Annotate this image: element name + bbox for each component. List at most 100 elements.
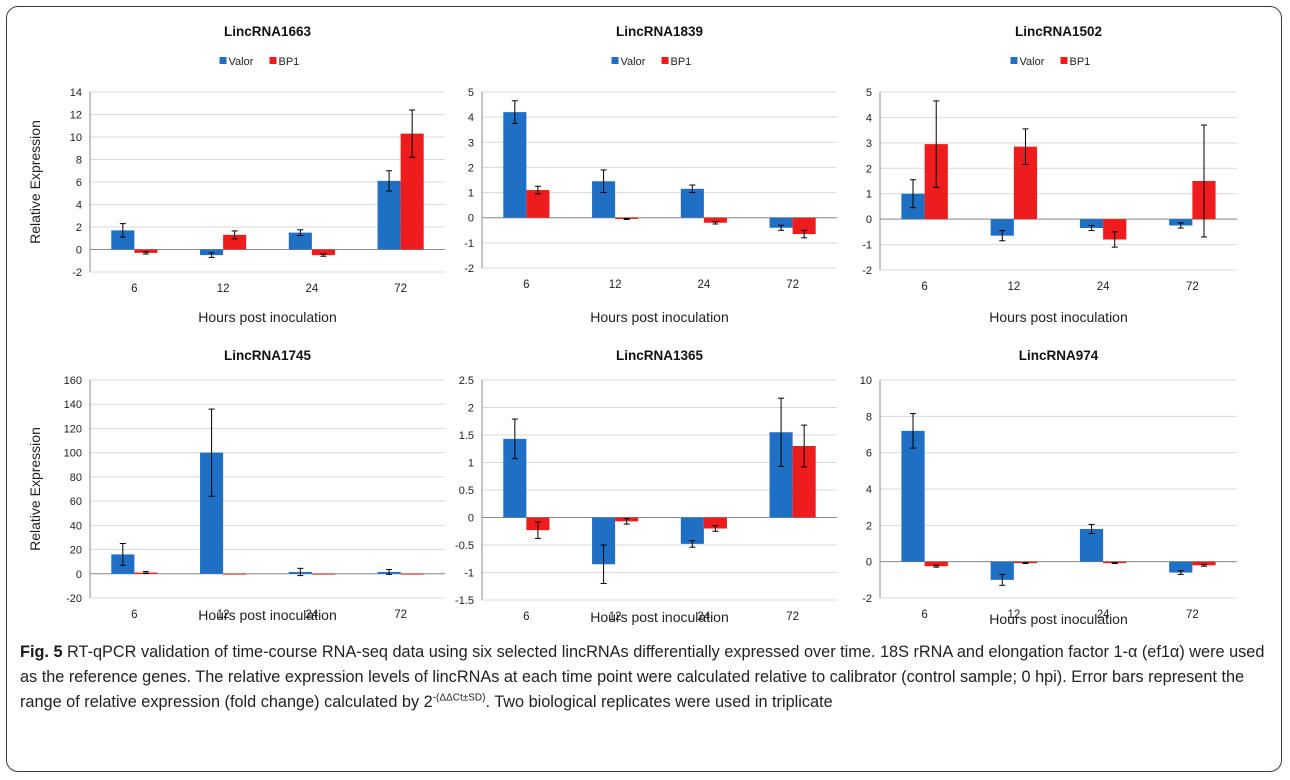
- y-tick-label: -1: [464, 568, 474, 580]
- y-tick-label: 0.5: [459, 485, 474, 497]
- caption-text: RT-qPCR validation of time-course RNA-se…: [20, 643, 1265, 711]
- bar-bp1: [223, 234, 247, 250]
- x-tick-label: 12: [1007, 609, 1020, 621]
- bar-bp1: [400, 573, 424, 575]
- x-axis-label: Hours post inoculation: [198, 309, 337, 325]
- bar-valor: [1169, 219, 1193, 226]
- y-tick-label: 2: [866, 520, 872, 532]
- chart-title: LincRNA1663: [224, 24, 312, 39]
- x-tick-label: 6: [523, 611, 529, 623]
- chart-title: LincRNA1745: [224, 348, 312, 363]
- chart-title: LincRNA1365: [616, 348, 704, 363]
- y-tick-label: 0: [866, 214, 872, 226]
- bar-valor: [990, 561, 1014, 580]
- bar-bp1: [526, 190, 550, 218]
- y-tick-label: 2: [468, 403, 474, 415]
- x-tick-label: 72: [786, 611, 799, 623]
- figure-caption: Fig. 5 RT-qPCR validation of time-course…: [20, 640, 1275, 715]
- y-tick-label: 4: [866, 112, 872, 124]
- legend-swatch: [1010, 57, 1018, 64]
- legend-label: Valor: [229, 56, 254, 68]
- y-tick-label: 0: [468, 513, 474, 525]
- y-tick-label: 2: [468, 162, 474, 174]
- x-tick-label: 72: [786, 279, 799, 291]
- y-tick-label: 160: [64, 375, 82, 387]
- y-tick-label: 6: [866, 448, 872, 460]
- bar-valor: [769, 217, 793, 228]
- bar-valor: [1169, 561, 1193, 573]
- y-tick-label: -1.5: [455, 595, 474, 607]
- legend: Valor BP1: [611, 56, 692, 68]
- legend-label: BP1: [671, 56, 692, 68]
- y-tick-label: 4: [76, 200, 82, 212]
- bar-bp1: [924, 561, 948, 567]
- y-tick-label: 1.5: [459, 430, 474, 442]
- bar-bp1: [1103, 219, 1127, 240]
- x-tick-label: 6: [921, 281, 927, 293]
- y-tick-label: 2: [76, 222, 82, 234]
- y-tick-label: 0: [468, 213, 474, 225]
- legend-swatch: [661, 57, 669, 64]
- y-tick-label: -2: [862, 265, 872, 277]
- y-tick-label: -20: [66, 593, 82, 605]
- y-tick-label: 40: [70, 520, 82, 532]
- figure-frame: [6, 6, 1282, 772]
- y-tick-label: 12: [70, 110, 82, 122]
- bar-valor: [377, 180, 401, 250]
- y-tick-label: -2: [72, 267, 82, 279]
- bar-valor: [901, 430, 925, 562]
- bar-valor: [592, 181, 616, 218]
- bar-valor: [1079, 528, 1104, 562]
- y-tick-label: 8: [866, 411, 872, 423]
- x-axis-label: Hours post inoculation: [989, 611, 1128, 627]
- bar-bp1: [311, 249, 335, 256]
- caption-figure-label: Fig. 5: [20, 643, 63, 661]
- bar-bp1: [311, 573, 335, 575]
- x-tick-label: 12: [217, 283, 230, 295]
- chart-title: LincRNA1839: [616, 24, 703, 39]
- y-tick-label: 3: [866, 138, 872, 150]
- y-tick-label: 5: [866, 87, 872, 99]
- y-tick-label: 120: [64, 423, 82, 435]
- y-tick-label: 1: [468, 188, 474, 200]
- bar-valor: [990, 219, 1014, 236]
- y-tick-label: 10: [70, 132, 82, 144]
- bar-bp1: [1013, 146, 1038, 220]
- chart-panel: -20 0 20 40 60 80 100 120 140 160 6 12 24 72 LincRNA17…: [27, 348, 445, 623]
- y-tick-label: 1: [468, 458, 474, 470]
- x-axis-label: Hours post inoculation: [989, 309, 1128, 325]
- x-axis-label: Hours post inoculation: [198, 607, 337, 623]
- legend: Valor BP1: [1010, 56, 1090, 68]
- caption-text-end: . Two biological replicates were used in…: [485, 693, 833, 711]
- y-axis-label: Relative Expression: [27, 427, 43, 551]
- y-tick-label: -1: [862, 240, 872, 252]
- bar-valor: [200, 452, 224, 574]
- bar-valor: [503, 112, 527, 218]
- legend-label: Valor: [1020, 56, 1045, 68]
- x-tick-label: 6: [921, 609, 927, 621]
- x-tick-label: 72: [1186, 609, 1199, 621]
- y-tick-label: 100: [64, 448, 82, 460]
- y-tick-label: -2: [464, 263, 474, 275]
- y-axis-label: Relative Expression: [27, 120, 43, 244]
- chart-title: LincRNA1502: [1015, 24, 1102, 39]
- legend: Valor BP1: [219, 56, 300, 68]
- bar-bp1: [1192, 561, 1216, 566]
- bar-valor: [769, 432, 793, 518]
- bar-bp1: [792, 217, 816, 235]
- legend-label: BP1: [279, 56, 300, 68]
- bar-bp1: [223, 573, 247, 575]
- bar-bp1: [134, 249, 158, 253]
- legend-swatch: [219, 57, 227, 64]
- x-axis-label: Hours post inoculation: [590, 609, 729, 625]
- bar-bp1: [703, 217, 727, 223]
- y-tick-label: -0.5: [455, 540, 474, 552]
- bar-bp1: [400, 133, 424, 250]
- legend-label: Valor: [621, 56, 646, 68]
- legend-swatch: [269, 57, 277, 64]
